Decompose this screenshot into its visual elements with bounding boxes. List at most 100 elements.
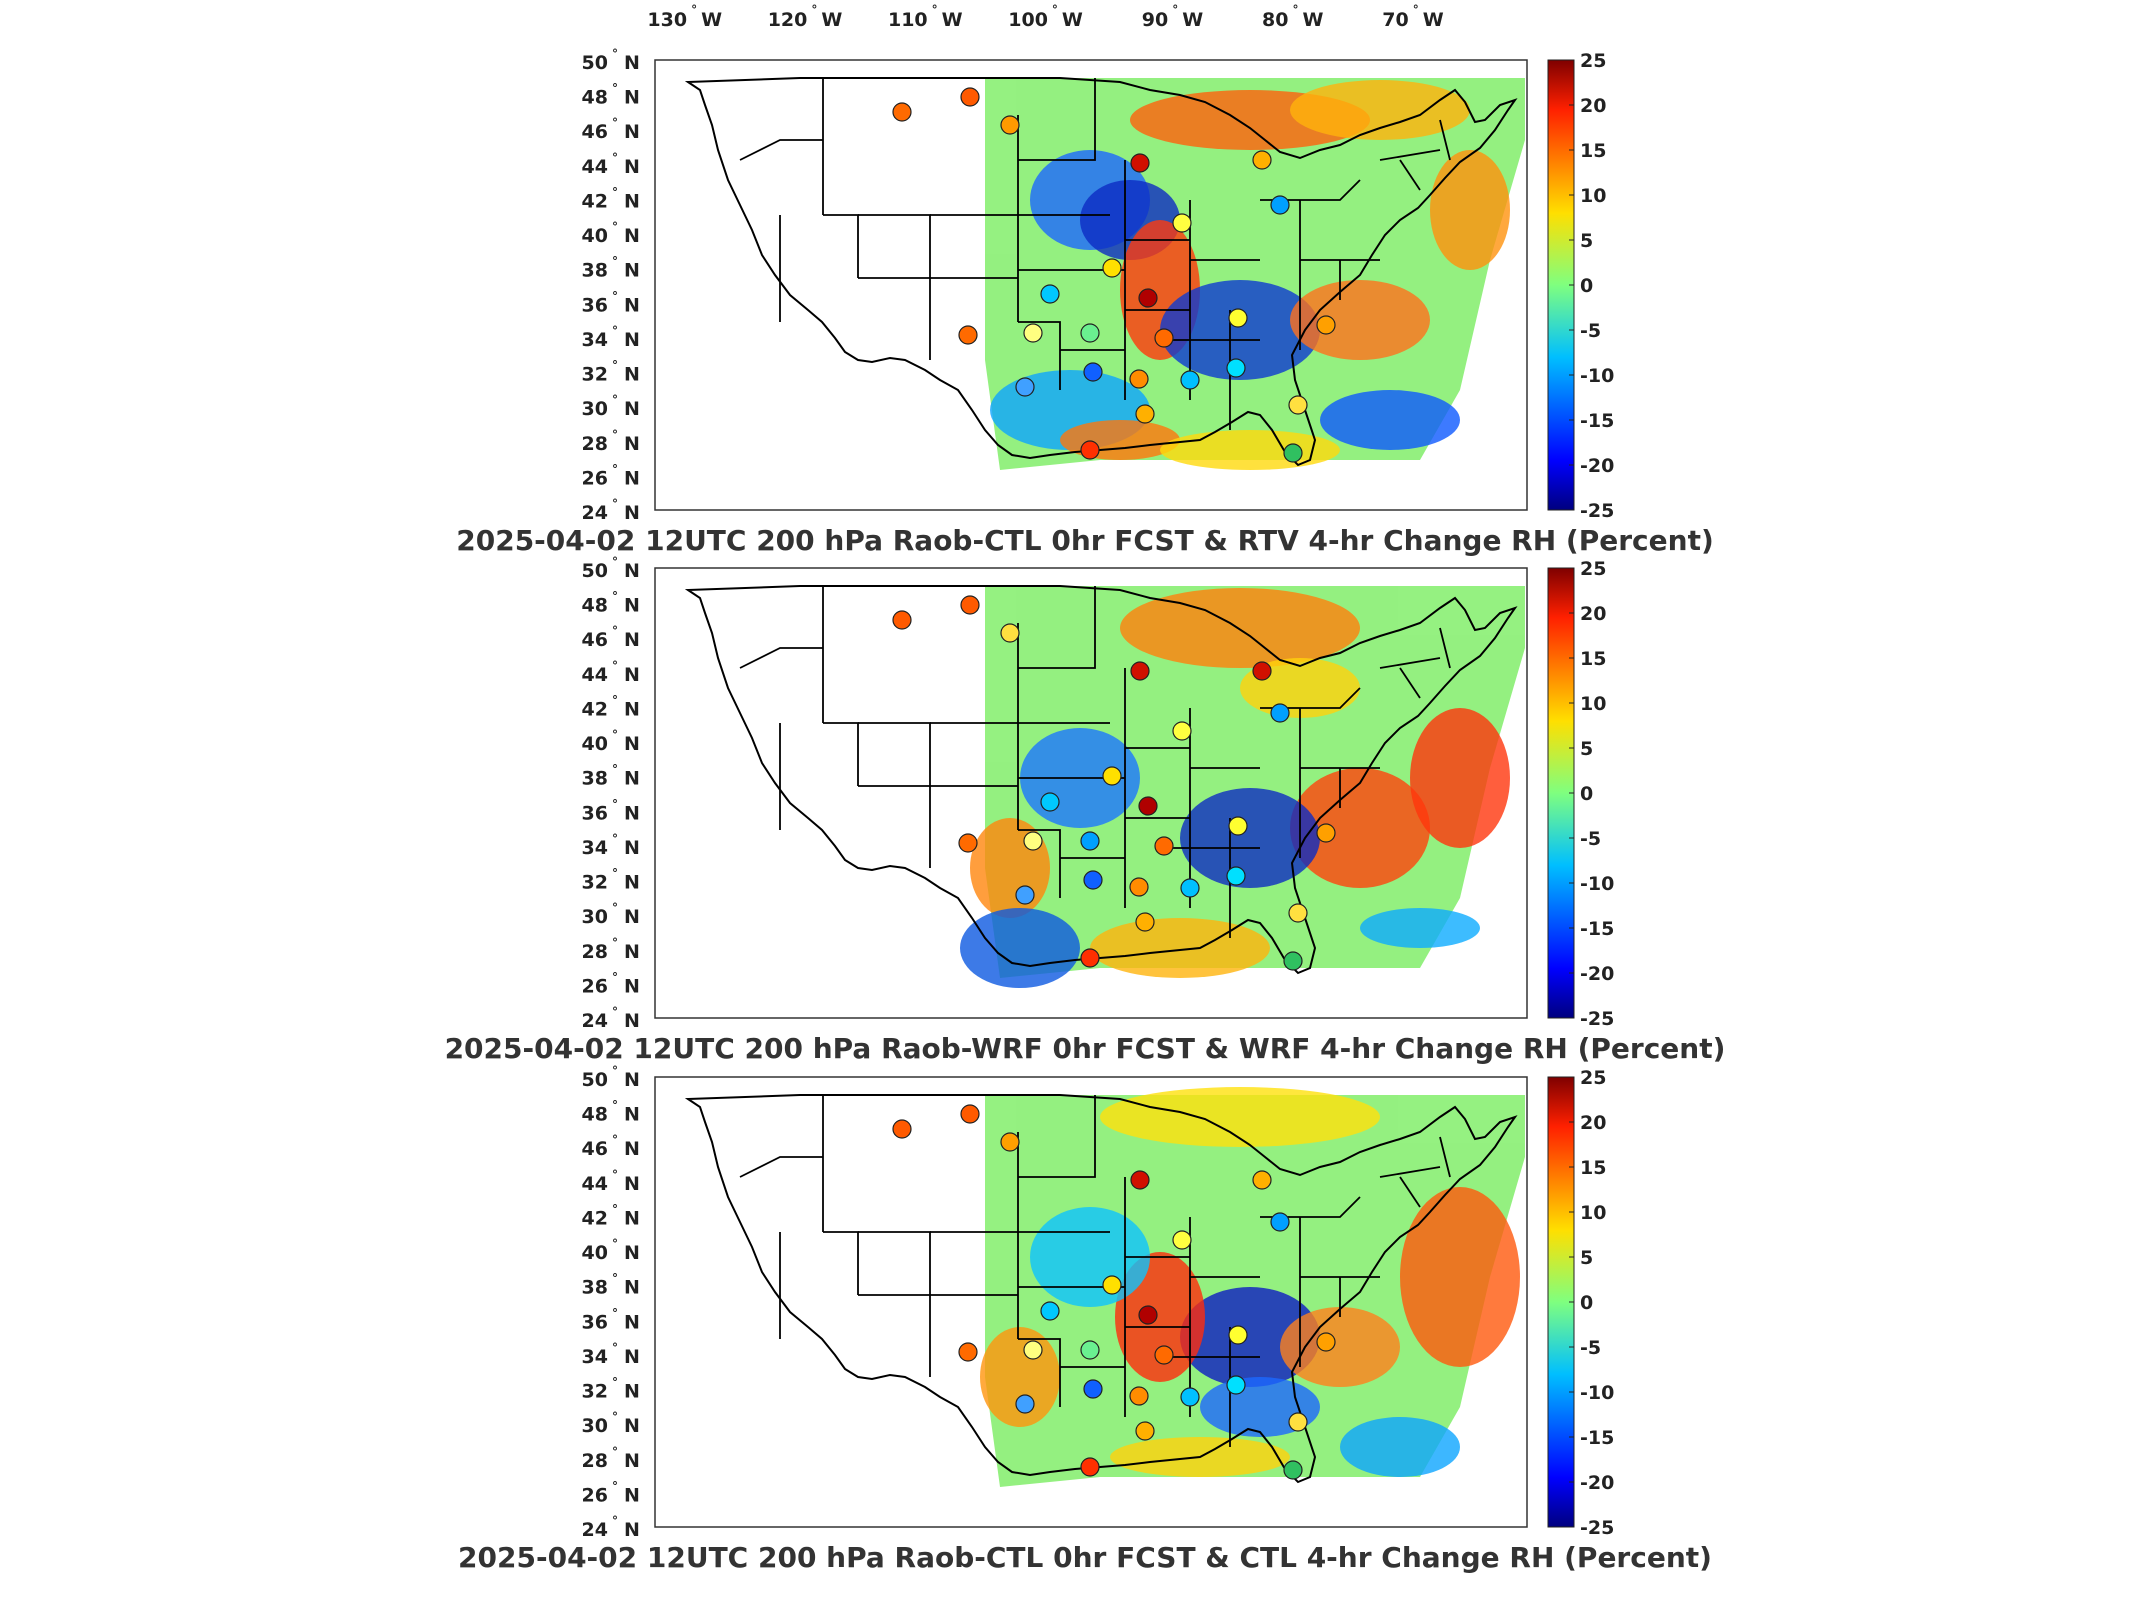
colorbar-tick-label: -25 [1580,1517,1614,1539]
latitude-label: 24 ° N [582,1005,640,1032]
latitude-label: 46 ° N [582,1133,640,1160]
raob-station-marker [1135,404,1155,424]
raob-station-marker [1040,792,1060,812]
svg-text:24: 24 [582,502,608,524]
longitude-label: 130 ° W [647,3,722,31]
raob-station-marker [1080,323,1100,343]
raob-station-marker [1102,766,1122,786]
svg-text:W: W [1182,9,1203,31]
raob-station-marker [1129,369,1149,389]
svg-text:W: W [701,9,722,31]
raob-station-marker [1080,440,1100,460]
latitude-label: 30 ° N [582,1410,640,1437]
latitude-label: 28 ° N [582,1445,640,1472]
raob-station-marker [1172,721,1192,741]
svg-text:80: 80 [1262,9,1288,31]
colorbar-tick-label: 15 [1580,1157,1606,1179]
svg-text:W: W [1423,9,1444,31]
latitude-label: 34 ° N [582,1341,640,1368]
svg-text:°: ° [612,151,618,165]
svg-text:38: 38 [582,260,608,282]
svg-text:°: ° [691,3,697,17]
raob-station-marker [1102,258,1122,278]
svg-text:N: N [624,190,640,212]
svg-text:°: ° [612,901,618,915]
svg-text:N: N [624,121,640,143]
colorbar-tick-label: 25 [1580,558,1606,580]
svg-text:°: ° [612,1410,618,1424]
svg-text:°: ° [612,659,618,673]
svg-text:°: ° [612,116,618,130]
colorbar-tick-label: -15 [1580,1427,1614,1449]
raob-station-marker [1270,195,1290,215]
colorbar-tick-label: -25 [1580,1008,1614,1030]
raob-station-marker [960,595,980,615]
svg-text:N: N [624,52,640,74]
svg-text:110: 110 [888,9,928,31]
svg-text:30: 30 [582,398,608,420]
svg-text:N: N [624,156,640,178]
raob-station-marker [1000,1132,1020,1152]
svg-text:N: N [624,1069,640,1091]
svg-text:°: ° [612,624,618,638]
raob-station-marker [1252,1170,1272,1190]
svg-text:120: 120 [768,9,808,31]
svg-text:36: 36 [582,1311,608,1333]
svg-text:W: W [1062,9,1083,31]
colorbar-tick-label: -10 [1580,873,1614,895]
raob-station-marker [1138,796,1158,816]
latitude-label: 26 ° N [582,462,640,489]
latitude-axis-labels: 50 ° N 48 ° N 46 ° N 44 ° N 42 ° N 40 ° N 38 ° N 36 ° N 34 ° N 32 ° N… [582,1064,640,1541]
raob-station-marker [1083,870,1103,890]
svg-text:W: W [1302,9,1323,31]
colorbar-tick-label: 10 [1580,1202,1606,1224]
svg-text:°: ° [612,462,618,476]
us-boundaries [684,1094,1518,1484]
latitude-label: 42 ° N [582,185,640,212]
svg-text:N: N [624,941,640,963]
colorbar-tick-label: 10 [1580,693,1606,715]
svg-text:42: 42 [582,1207,608,1229]
colorbar-tick-label: 0 [1580,275,1593,297]
svg-text:N: N [624,1138,640,1160]
svg-text:34: 34 [582,837,608,859]
colorbar-tick-label: 10 [1580,185,1606,207]
raob-station-marker [1083,362,1103,382]
svg-text:N: N [624,1207,640,1229]
colorbar-tick-label: 25 [1580,1067,1606,1089]
raob-station-marker [1023,323,1043,343]
latitude-label: 30 ° N [582,393,640,420]
latitude-label: 40 ° N [582,220,640,247]
latitude-label: 46 ° N [582,624,640,651]
svg-text:°: ° [612,497,618,511]
raob-station-marker [1130,661,1150,681]
raob-station-marker [1135,912,1155,932]
svg-text:N: N [624,768,640,790]
latitude-label: 38 ° N [582,255,640,282]
raob-station-marker [892,1119,912,1139]
svg-text:48: 48 [582,87,608,109]
svg-text:W: W [942,9,963,31]
panel-title: 2025-04-02 12UTC 200 hPa Raob-CTL 0hr FC… [456,524,1714,557]
colorbar-tick-label: 15 [1580,140,1606,162]
svg-text:44: 44 [582,664,608,686]
svg-text:°: ° [612,82,618,96]
raob-station-marker [1154,1345,1174,1365]
svg-text:°: ° [612,867,618,881]
svg-text:°: ° [612,1306,618,1320]
raob-station-marker [1228,1325,1248,1345]
latitude-label: 24 ° N [582,1514,640,1541]
colorbar-tick-label: -5 [1580,828,1601,850]
latitude-label: 44 ° N [582,659,640,686]
raob-station-marker [1000,623,1020,643]
raob-station-marker [960,1104,980,1124]
svg-text:N: N [624,329,640,351]
colorbar-tick-label: -5 [1580,320,1601,342]
latitude-label: 36 ° N [582,1306,640,1333]
raob-station-marker [1135,1421,1155,1441]
raob-station-marker [1015,377,1035,397]
raob-station-marker [1252,150,1272,170]
colorbar-tick-label: -20 [1580,1472,1614,1494]
svg-text:90: 90 [1142,9,1168,31]
svg-text:28: 28 [582,433,608,455]
